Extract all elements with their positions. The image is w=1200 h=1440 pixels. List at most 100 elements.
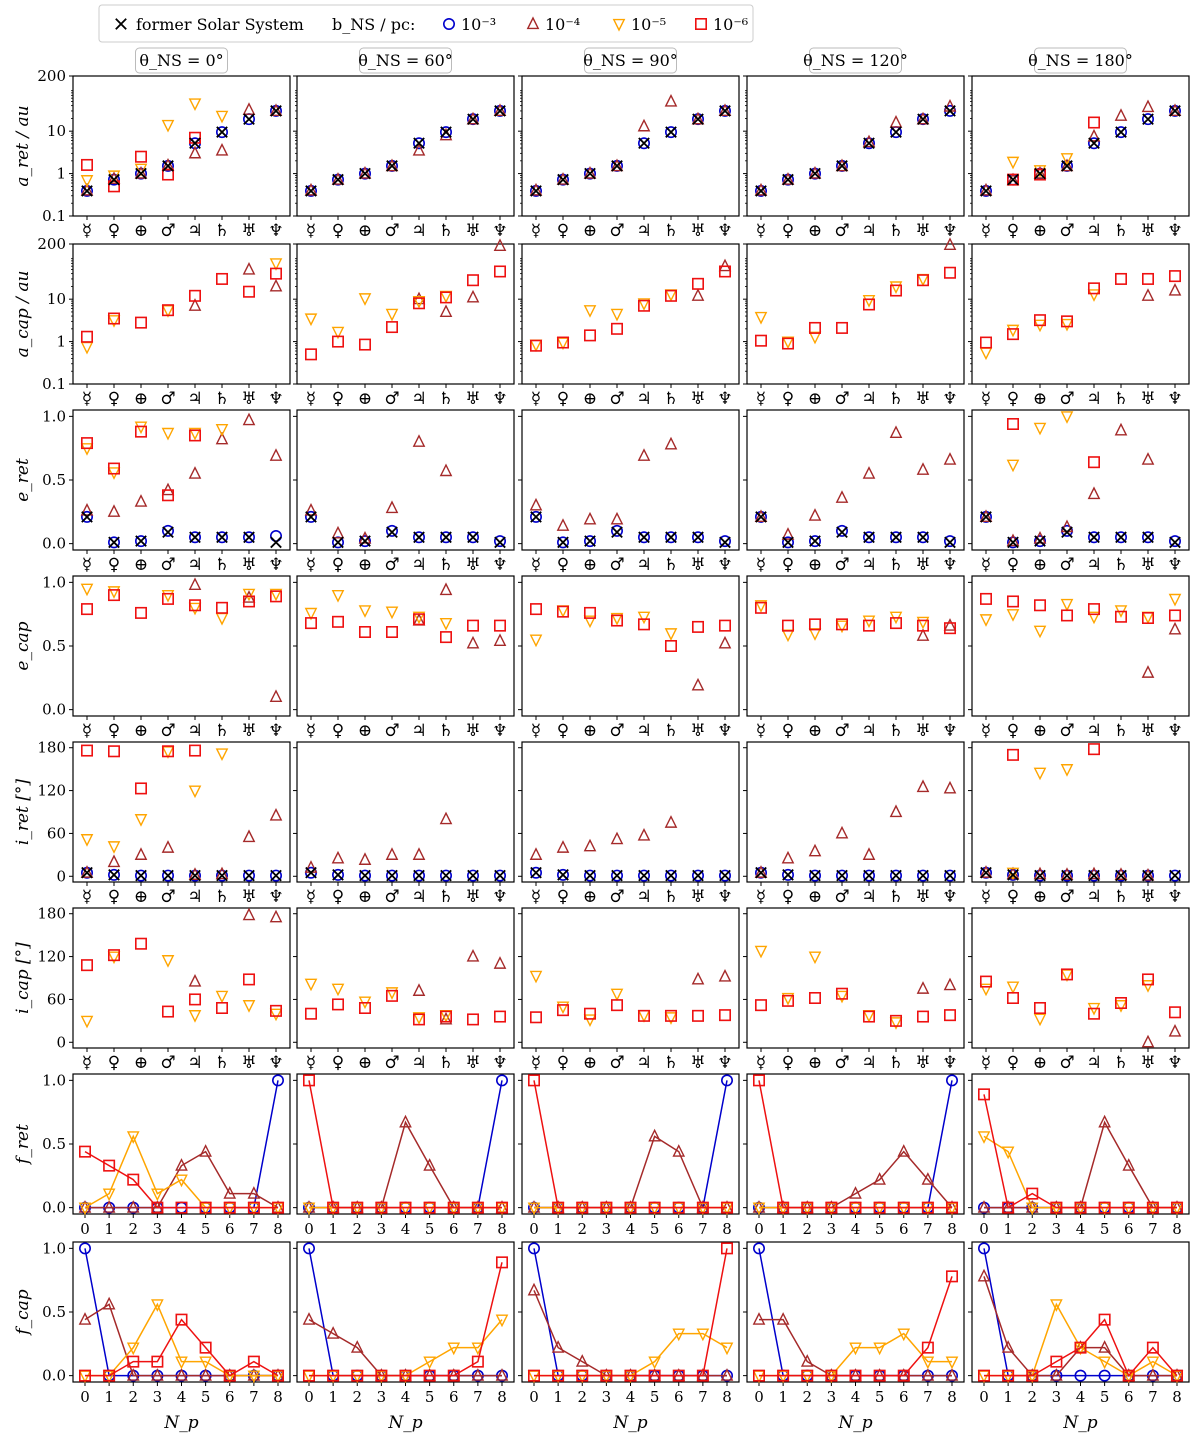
planet-symbol: ☿ <box>981 1053 991 1073</box>
point-b5 <box>1087 289 1101 302</box>
point-b5 <box>161 955 175 968</box>
point-b5 <box>979 614 993 627</box>
point-b4 <box>466 635 480 649</box>
point-b5 <box>215 990 229 1004</box>
panel-frame <box>296 409 515 551</box>
series-line-b6 <box>984 1318 1178 1378</box>
point-b6 <box>447 1369 460 1382</box>
point-b5 <box>385 606 399 620</box>
x-tick-label: 6 <box>899 1388 909 1406</box>
point-b4 <box>385 500 399 514</box>
point-ss <box>917 113 929 125</box>
point-b4 <box>529 497 543 511</box>
point-b4 <box>358 166 372 179</box>
panel-frame <box>72 243 291 385</box>
point-ss <box>836 160 848 172</box>
point-b6 <box>889 617 902 630</box>
planet-symbol: ♃ <box>411 221 426 241</box>
planet-symbol: ♃ <box>187 221 202 241</box>
point-b6 <box>162 489 175 502</box>
point-b4 <box>269 689 283 703</box>
point-ss <box>243 531 255 544</box>
point-b4 <box>1098 1340 1111 1353</box>
planet-symbol: ♂ <box>834 887 849 907</box>
planet-symbol: ♂ <box>609 389 624 409</box>
point-b5 <box>1098 1356 1111 1370</box>
point-b4 <box>800 1354 814 1367</box>
point-b6 <box>304 1007 317 1020</box>
point-b4 <box>556 840 570 853</box>
point-b3 <box>610 524 623 537</box>
point-b4 <box>1001 1340 1015 1353</box>
panel-frame <box>971 243 1190 385</box>
point-b6 <box>943 1009 956 1022</box>
planet-symbol: ♆ <box>1167 221 1182 241</box>
point-b4 <box>754 509 768 523</box>
planet-symbol: ♃ <box>636 555 651 575</box>
panel-frame <box>971 409 1190 551</box>
point-b6 <box>916 274 929 287</box>
planet-symbol: ♀ <box>782 221 794 241</box>
point-b6 <box>243 973 256 986</box>
point-b6 <box>271 1201 284 1214</box>
point-b4 <box>916 628 930 641</box>
point-b4 <box>873 1172 886 1185</box>
point-b6 <box>271 1369 284 1382</box>
planet-symbol: ♀ <box>108 1053 120 1073</box>
panel-e_cap-col3: ☿ ♀ ⊕ ♂ ♃ ♄ ♅ ♆ <box>743 575 965 741</box>
legend: former Solar System b_NS / pc: 10⁻³ 10⁻⁴ 10⁻… <box>98 4 754 43</box>
point-b3 <box>1034 869 1047 882</box>
point-b5 <box>648 1356 661 1370</box>
point-b5 <box>188 1010 202 1023</box>
planet-symbol: ♆ <box>1167 389 1182 409</box>
column-title-box <box>809 47 902 74</box>
point-b5 <box>862 295 876 308</box>
point-b6 <box>752 1074 765 1087</box>
y-tick-label: 60 <box>47 824 66 842</box>
x-tick-label: 3 <box>827 1220 837 1238</box>
x-tick-label: 2 <box>352 1388 362 1406</box>
planet-symbol: ♄ <box>438 555 453 575</box>
point-b6 <box>691 620 704 633</box>
point-ss <box>1142 113 1154 125</box>
point-b4 <box>188 145 202 159</box>
planet-symbol: ♆ <box>942 555 957 575</box>
planet-symbol: ⊕ <box>358 389 372 409</box>
panel-i_ret-col4: ☿ ♀ ⊕ ♂ ♃ ♄ ♅ ♆ <box>968 741 1190 907</box>
point-b3 <box>1115 126 1128 139</box>
y-tick-label: 0.0 <box>42 535 66 553</box>
point-b4 <box>439 811 453 825</box>
point-b6 <box>175 1201 188 1214</box>
x-tick-label: 7 <box>249 1220 259 1238</box>
point-b4 <box>664 815 678 828</box>
panel-e_ret-col0: 0.0 0.5 1.0 ☿ ♀ ⊕ ♂ ♃ ♄ ♅ ♆ <box>42 407 291 575</box>
planet-symbol: ♅ <box>465 887 480 907</box>
point-ss <box>332 173 344 186</box>
planet-symbol: ♄ <box>1113 721 1128 741</box>
point-b6 <box>1034 599 1047 612</box>
planet-symbol: ♀ <box>108 389 120 409</box>
point-b4 <box>242 261 256 275</box>
point-ss <box>440 126 452 138</box>
point-ss <box>1115 126 1127 138</box>
planet-symbol: ♂ <box>1059 721 1074 741</box>
point-b6 <box>385 625 398 638</box>
point-b3 <box>752 1242 765 1255</box>
planet-symbol: ♀ <box>332 1053 344 1073</box>
point-b6 <box>1061 968 1074 981</box>
x-tick-label: 3 <box>1052 1220 1062 1238</box>
point-b3 <box>135 535 148 548</box>
panel-frame <box>746 409 965 551</box>
planet-symbol: ♆ <box>942 221 957 241</box>
planet-symbol: ♅ <box>465 1053 480 1073</box>
point-b6 <box>1074 1201 1087 1214</box>
point-ss <box>1088 531 1100 544</box>
planet-symbol: ⊕ <box>808 721 822 741</box>
point-b6 <box>162 304 175 317</box>
planet-symbol: ♄ <box>438 1053 453 1073</box>
point-b4 <box>269 278 283 292</box>
point-b6 <box>108 949 121 962</box>
planet-symbol: ♆ <box>492 555 507 575</box>
point-b5 <box>439 617 453 631</box>
point-b4 <box>691 677 705 691</box>
